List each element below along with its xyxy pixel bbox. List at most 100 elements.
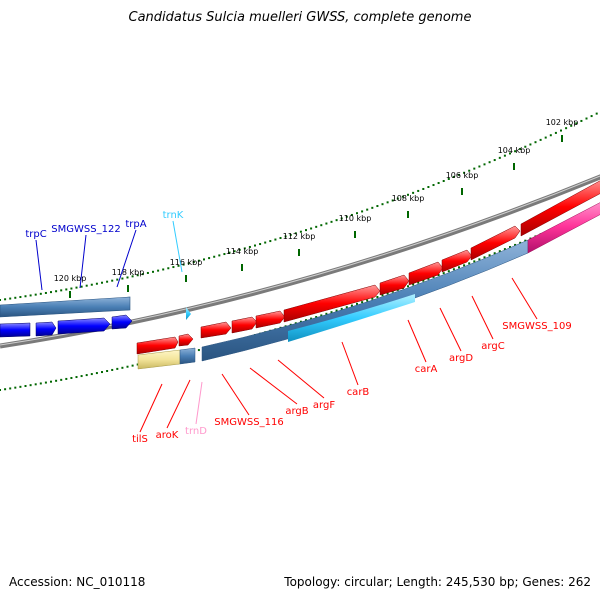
scale-dot	[4, 298, 7, 301]
scale-dot	[0, 389, 1, 391]
gene-label: trnD	[185, 426, 207, 437]
scale-dot	[417, 281, 420, 284]
scale-dot	[121, 366, 124, 369]
kbp-label: 108 kbp	[392, 194, 425, 203]
gc-track-bottom	[137, 202, 600, 370]
scale-dot	[55, 379, 58, 382]
scale-dot	[70, 287, 73, 290]
gene-label: trpA	[125, 219, 146, 230]
scale-dot	[310, 227, 313, 230]
gene-label: argC	[481, 341, 504, 352]
outer-tick-dots	[0, 112, 598, 301]
scale-dot	[294, 322, 297, 325]
gene-label: carA	[415, 364, 438, 375]
scale-dot	[361, 210, 364, 213]
gene-leader-line	[249, 367, 298, 405]
gene-arrow	[470, 225, 521, 261]
kbp-label: 118 kbp	[112, 268, 145, 277]
scale-dot	[524, 145, 527, 148]
gene-label: argB	[285, 406, 308, 417]
forward-strand-genes	[136, 180, 600, 355]
scale-dot	[299, 320, 302, 323]
scale-dot	[157, 269, 160, 272]
gene-arrow	[255, 310, 286, 329]
scale-dot	[50, 291, 52, 294]
scale-dot	[24, 295, 27, 298]
gc-segment-steel	[201, 239, 529, 362]
kbp-label: 116 kbp	[170, 258, 203, 267]
scale-dot	[407, 285, 409, 288]
scale-dot	[305, 319, 307, 322]
scale-dot	[493, 252, 496, 255]
scale-dot	[335, 219, 338, 222]
scale-dot	[299, 230, 302, 233]
scale-dot	[519, 147, 522, 150]
scale-dot	[452, 268, 455, 271]
scale-dot	[340, 217, 343, 220]
gene-label: argD	[449, 353, 473, 364]
scale-dot	[376, 205, 379, 208]
kbp-label: 102 kbp	[546, 118, 579, 127]
scale-dot	[208, 257, 211, 260]
scale-dot	[447, 270, 450, 273]
gene-label: SMGWSS_116	[214, 417, 283, 428]
scale-dot	[111, 368, 114, 371]
scale-dot	[172, 266, 175, 269]
kbp-tick	[298, 249, 300, 256]
scale-dot	[554, 131, 557, 134]
scale-dot	[95, 372, 98, 375]
scale-dot	[488, 161, 491, 164]
scale-dot	[259, 243, 262, 246]
scale-dot	[386, 292, 389, 295]
scale-dot	[391, 290, 394, 293]
gene-label: trpC	[25, 229, 46, 240]
scale-dot	[514, 150, 517, 153]
gene-label: SMGWSS_122	[51, 224, 120, 235]
scale-dot	[325, 222, 328, 225]
scale-dot	[325, 312, 328, 315]
scale-dot	[101, 281, 103, 284]
scale-dot	[146, 271, 149, 274]
gene-arrow	[111, 314, 133, 330]
scale-dot	[248, 245, 251, 248]
scale-dot	[422, 187, 425, 190]
scale-dot	[197, 259, 200, 262]
scale-dot	[197, 349, 200, 352]
scale-dot	[345, 306, 348, 309]
gene-leader-line	[79, 234, 87, 289]
scale-dot	[458, 173, 460, 176]
scale-dot	[116, 367, 119, 370]
scale-dot	[452, 175, 455, 178]
scale-dot	[80, 285, 83, 288]
gene-labels: trpC SMGWSS_122 trpA trnK tilS aroK trnD SMGWSS…	[25, 210, 571, 445]
scale-dot	[524, 239, 527, 242]
scale-dot	[381, 294, 384, 297]
scale-dot	[233, 250, 236, 253]
scale-dot	[14, 386, 17, 389]
gene-leader-line	[139, 383, 163, 433]
scale-dot	[570, 124, 573, 127]
gene-arrow	[231, 316, 258, 334]
scale-dot	[519, 241, 522, 244]
scale-dot	[356, 302, 358, 305]
scale-dot	[509, 246, 511, 249]
scale-dot	[243, 247, 246, 250]
scale-dot	[90, 373, 93, 376]
scale-dot	[24, 385, 27, 388]
kbp-tick	[241, 264, 243, 271]
gene-leader-line	[116, 229, 137, 288]
kbp-tick	[185, 275, 187, 282]
scale-dot	[310, 317, 313, 320]
scale-dot	[458, 266, 460, 269]
scale-dot	[376, 295, 379, 298]
scale-dot	[442, 272, 445, 275]
scale-dot	[514, 243, 517, 246]
scale-dot	[85, 284, 88, 287]
scale-dot	[289, 233, 292, 236]
scale-dot	[432, 184, 435, 187]
scale-dot	[315, 316, 318, 319]
scale-dot	[121, 277, 124, 280]
scale-dot	[50, 380, 52, 383]
scale-dot	[417, 189, 420, 192]
